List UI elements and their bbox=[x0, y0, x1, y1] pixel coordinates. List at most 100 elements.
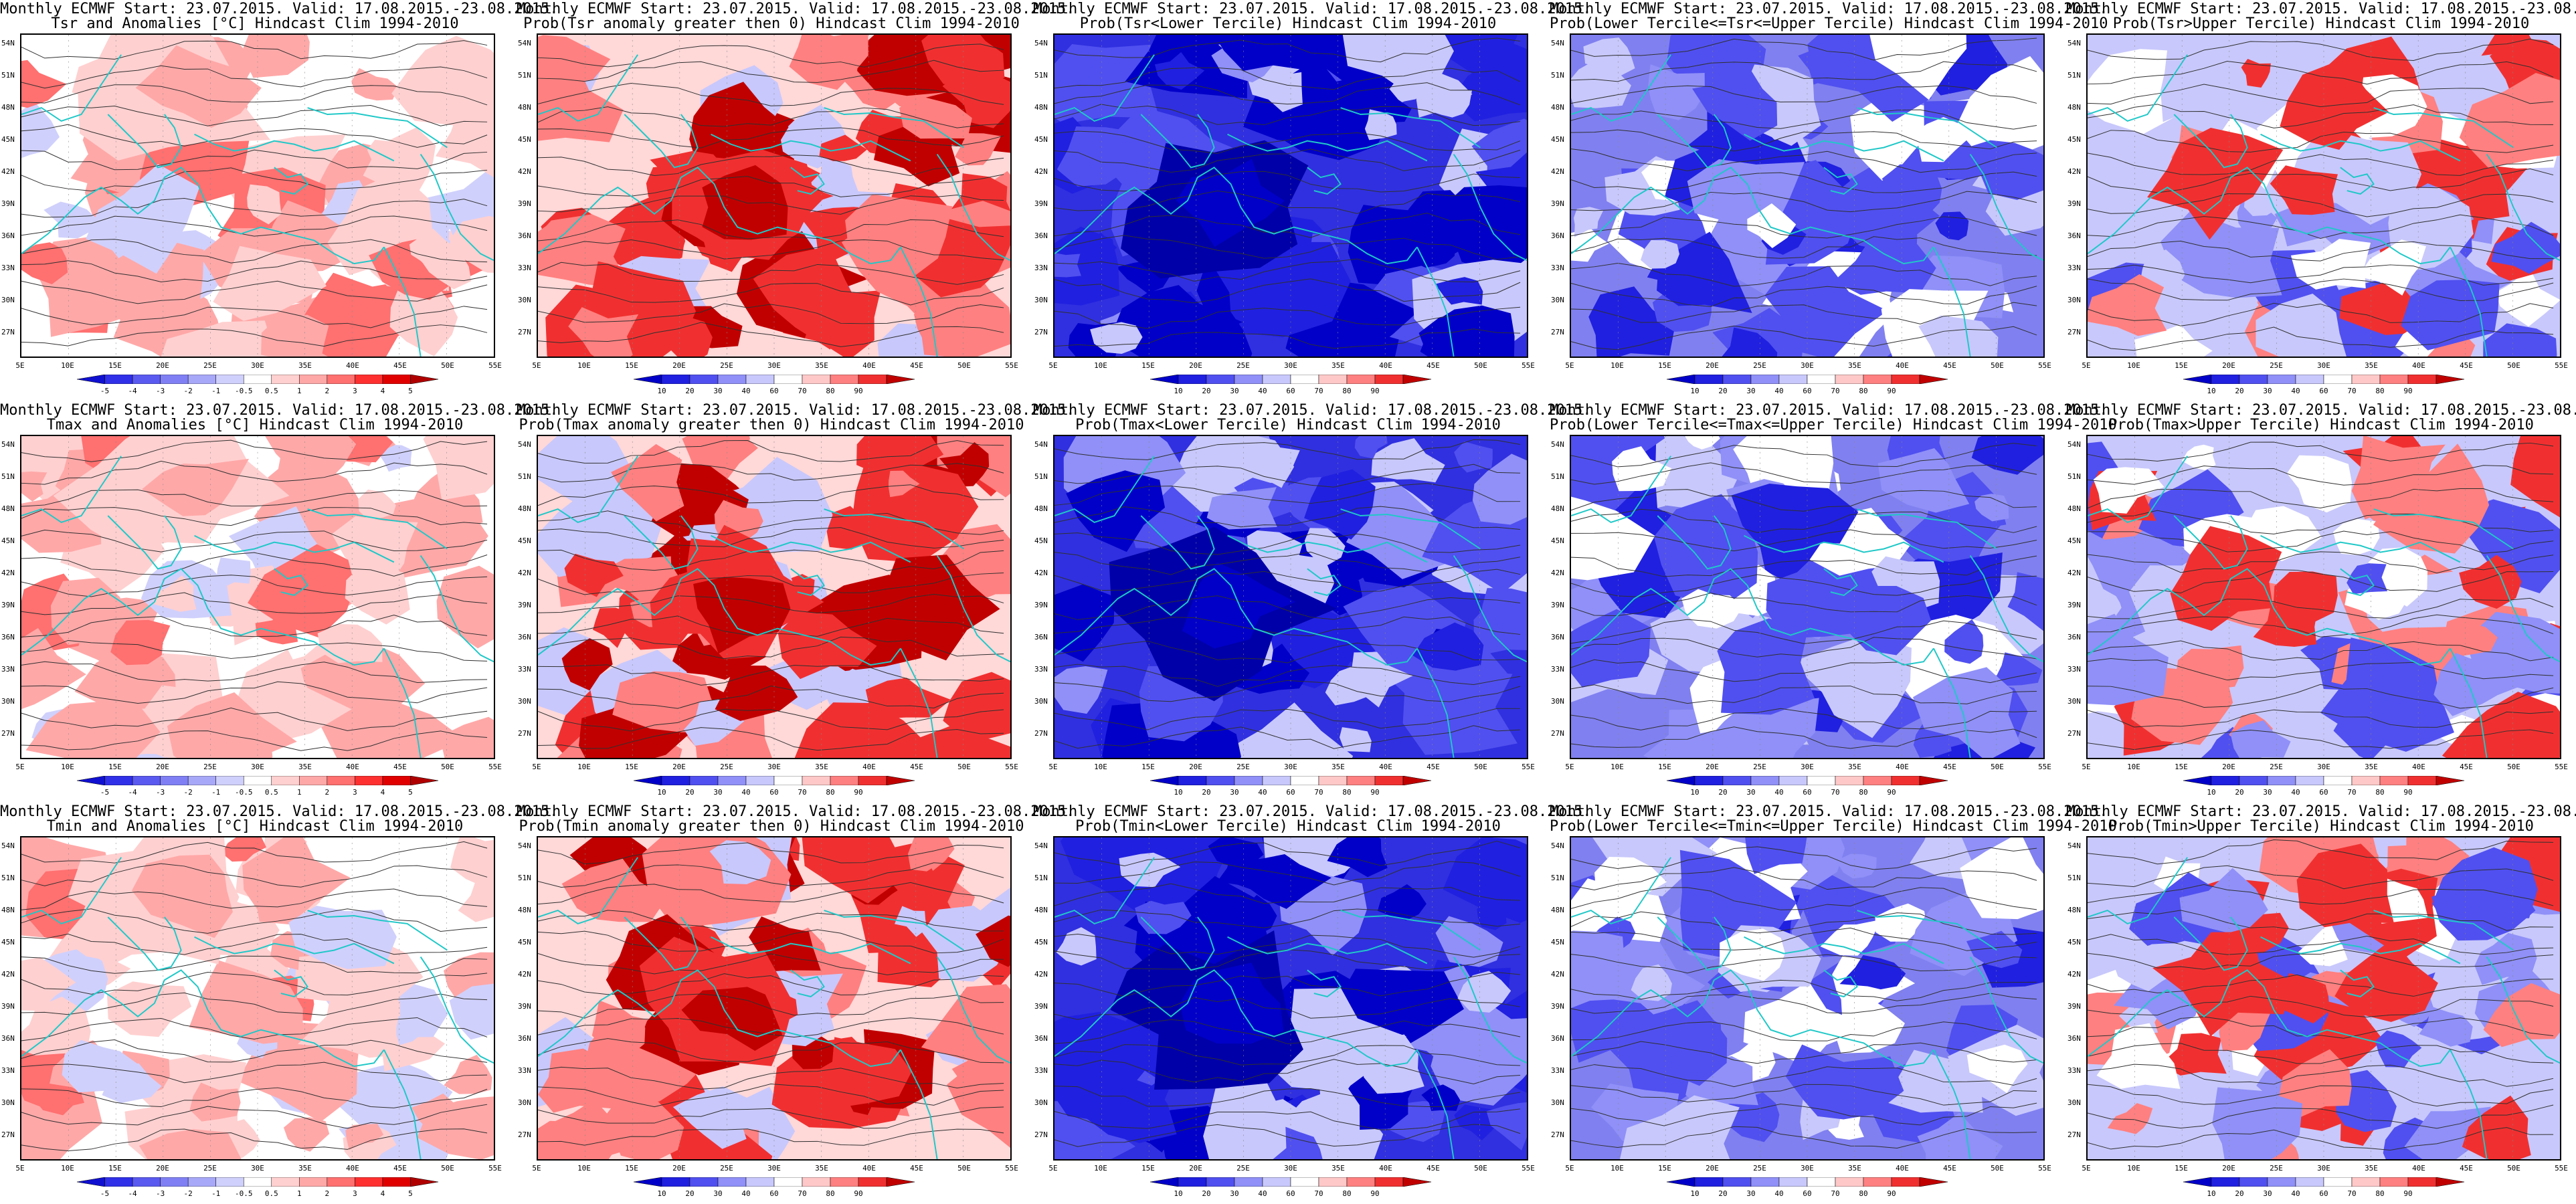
map-frame[interactable] bbox=[2086, 435, 2561, 759]
latitude-label: 42N bbox=[1034, 167, 1048, 176]
field-patch bbox=[25, 702, 161, 758]
contour-line bbox=[1571, 529, 2037, 552]
colorbar-tick-label: 70 bbox=[798, 788, 807, 797]
field-patch bbox=[1657, 231, 1752, 314]
coastline bbox=[383, 1049, 422, 1159]
map-canvas bbox=[21, 837, 494, 1159]
field-patch bbox=[2333, 518, 2380, 555]
longitude-label: 15E bbox=[625, 763, 638, 771]
contour-line bbox=[1054, 1059, 1521, 1085]
longitude-label: 25E bbox=[203, 763, 217, 771]
contour-line bbox=[21, 149, 488, 171]
colorbar-tick-label: 90 bbox=[854, 387, 863, 395]
latitude-label: 54N bbox=[2067, 841, 2081, 850]
panel-title-line2: Tsr and Anomalies [°C] Hindcast Clim 199… bbox=[51, 15, 459, 32]
colorbar-tick-label: -3 bbox=[155, 788, 165, 797]
longitude-label: 40E bbox=[2412, 1164, 2425, 1173]
contour-line bbox=[1571, 979, 2037, 1001]
field-patch bbox=[709, 840, 771, 884]
longitude-label: 5E bbox=[532, 361, 541, 370]
coastline bbox=[107, 515, 182, 570]
coastline bbox=[420, 153, 494, 262]
field-patch bbox=[1066, 470, 1166, 553]
contour-line bbox=[538, 862, 1004, 888]
contour-line bbox=[21, 124, 488, 148]
longitude-label: 40E bbox=[346, 1164, 359, 1173]
longitude-label: 25E bbox=[2270, 763, 2283, 771]
longitude-label: 30E bbox=[1284, 361, 1297, 370]
field-patch bbox=[2290, 238, 2371, 290]
map-frame[interactable] bbox=[537, 33, 1012, 358]
longitude-label: 5E bbox=[1565, 1164, 1574, 1173]
field-patch bbox=[1440, 185, 1527, 277]
field-patch bbox=[1966, 930, 2023, 969]
field-patch bbox=[2375, 1030, 2422, 1068]
colorbar-swatch bbox=[1402, 1177, 1431, 1187]
map-frame[interactable] bbox=[1053, 435, 1528, 759]
field-patch bbox=[2093, 467, 2165, 514]
coastline bbox=[194, 133, 395, 162]
field-patch bbox=[139, 1129, 242, 1159]
map-frame[interactable] bbox=[1570, 33, 2045, 358]
map-frame[interactable] bbox=[537, 836, 1012, 1161]
map-frame[interactable] bbox=[1053, 33, 1528, 358]
coastline bbox=[1571, 54, 1671, 122]
panel-title-line2: Prob(Tmax anomaly greater then 0) Hindca… bbox=[519, 417, 1024, 433]
colorbar-tick-label: 30 bbox=[1746, 788, 1756, 797]
panel-title-line1: Monthly ECMWF Start: 23.07.2015. Valid: … bbox=[0, 1, 559, 17]
map-canvas bbox=[538, 436, 1010, 758]
field-patch bbox=[1176, 159, 1285, 247]
coastline bbox=[2088, 167, 2451, 265]
contour-line bbox=[1571, 659, 2037, 684]
colorbar-swatch bbox=[271, 1177, 300, 1187]
colorbar-swatch bbox=[2211, 776, 2240, 785]
longitude-label: 5E bbox=[1048, 1164, 1058, 1173]
coastline bbox=[1657, 114, 1732, 169]
latitude-label: 51N bbox=[2067, 874, 2081, 882]
field-patch bbox=[553, 1099, 627, 1159]
colorbar-swatch bbox=[1694, 375, 1724, 384]
map-frame[interactable] bbox=[20, 33, 495, 358]
map-frame[interactable] bbox=[20, 435, 495, 759]
map-frame[interactable] bbox=[1570, 836, 2045, 1161]
colorbar-swatch bbox=[215, 375, 244, 384]
field-patch bbox=[1914, 116, 1968, 163]
colorbar-tick-label: 80 bbox=[826, 387, 835, 395]
panel-title-line2: Prob(Tmin anomaly greater then 0) Hindca… bbox=[519, 818, 1024, 835]
contour-line bbox=[2088, 84, 2554, 108]
map-frame[interactable] bbox=[537, 435, 1012, 759]
coastline bbox=[1933, 647, 1971, 758]
coastline bbox=[2088, 969, 2451, 1068]
contour-line bbox=[21, 972, 488, 996]
colorbar-swatch bbox=[1919, 776, 1948, 785]
contour-line bbox=[1054, 171, 1521, 193]
coastline bbox=[1857, 910, 1997, 951]
contour-line bbox=[21, 105, 488, 126]
latitude-label: 30N bbox=[518, 697, 531, 706]
field-patch bbox=[21, 242, 68, 284]
longitude-label: 30E bbox=[767, 763, 781, 771]
map-frame[interactable] bbox=[1053, 836, 1528, 1161]
colorbar-tick-label: 20 bbox=[1202, 1189, 1211, 1198]
colorbar-swatch bbox=[2323, 776, 2353, 785]
colorbar-swatch bbox=[745, 776, 775, 785]
field-patch bbox=[606, 556, 672, 605]
map-frame[interactable] bbox=[2086, 836, 2561, 1161]
contour-line bbox=[538, 440, 1004, 464]
longitude-label: 30E bbox=[251, 763, 264, 771]
map-frame[interactable] bbox=[2086, 33, 2561, 358]
contour-line bbox=[21, 1039, 488, 1063]
field-patch bbox=[2273, 571, 2338, 624]
map-frame[interactable] bbox=[20, 836, 495, 1161]
longitude-label: 40E bbox=[862, 1164, 876, 1173]
map-frame[interactable] bbox=[1570, 435, 2045, 759]
colorbar-swatch bbox=[2183, 776, 2212, 785]
contour-line bbox=[2088, 326, 2554, 351]
longitude-label: 55E bbox=[2555, 763, 2568, 771]
panel-title-line2: Tmin and Anomalies [°C] Hindcast Clim 19… bbox=[46, 818, 464, 835]
coastline bbox=[538, 54, 638, 122]
colorbar-tick-label: 20 bbox=[1718, 1189, 1728, 1198]
colorbar-tick-label: 60 bbox=[769, 387, 779, 395]
coastline bbox=[1933, 1049, 1971, 1159]
